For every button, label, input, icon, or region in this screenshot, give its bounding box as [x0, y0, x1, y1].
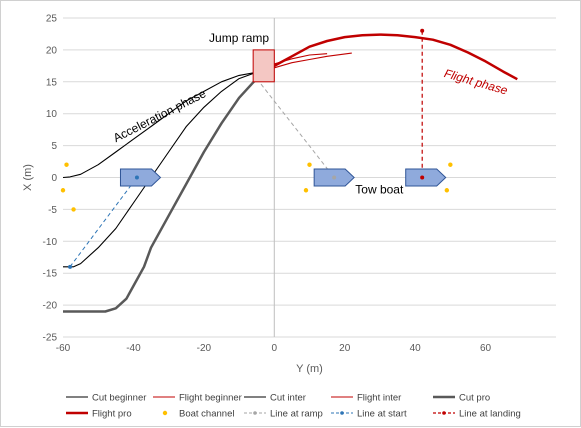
- series-cut-beginner: [62, 71, 257, 179]
- legend-item: Line at landing: [433, 409, 521, 420]
- legend-label: Boat channel: [179, 409, 234, 420]
- legend-swatch: [162, 410, 168, 416]
- x-tick-label: 60: [480, 343, 492, 354]
- series-line-at-start: [69, 177, 138, 268]
- legend-label: Flight beginner: [179, 393, 242, 404]
- legend-swatch-marker: [340, 411, 344, 415]
- x-axis-title: Y (m): [296, 363, 323, 375]
- line-endpoint-marker: [420, 175, 425, 180]
- jump-ramp: [252, 49, 275, 83]
- boat-channel-marker: [448, 162, 453, 167]
- legend-label: Line at ramp: [270, 409, 323, 420]
- series-flight-pro: [255, 33, 518, 81]
- line-endpoint-marker: [134, 175, 139, 180]
- series-cut-pro: [63, 77, 258, 313]
- y-tick-label: 15: [46, 77, 58, 88]
- boat-channel-marker: [307, 162, 312, 167]
- plot-objects: [60, 49, 453, 212]
- y-tick-label: 0: [51, 173, 57, 184]
- boat-channel-marker: [64, 162, 69, 167]
- legend-label: Line at start: [357, 409, 407, 420]
- legend-swatch-marker: [442, 411, 446, 415]
- boat-channel-marker: [444, 188, 450, 193]
- tow-boat: [405, 168, 447, 187]
- legend-item: Flight beginner: [153, 393, 242, 404]
- y-tick-label: 20: [46, 45, 58, 56]
- legend-label: Cut beginner: [92, 393, 146, 404]
- y-tick-label: 10: [46, 109, 58, 120]
- y-tick-label: -10: [43, 237, 58, 248]
- legend-label: Flight pro: [92, 409, 132, 420]
- line-endpoint-marker: [332, 175, 337, 180]
- x-tick-label: -20: [197, 343, 212, 354]
- acceleration-phase-label: Acceleration phase: [111, 86, 209, 145]
- x-tick-label: -60: [56, 343, 71, 354]
- x-tick-label: -40: [126, 343, 141, 354]
- legend-label: Flight inter: [357, 393, 401, 404]
- series-line-at-ramp: [256, 78, 335, 178]
- y-tick-label: -5: [48, 205, 57, 216]
- tow-boat-label: Tow boat: [355, 182, 404, 196]
- legend-item: Flight inter: [331, 393, 401, 404]
- legend-item: Boat channel: [162, 409, 234, 420]
- legend-item: Cut beginner: [66, 393, 146, 404]
- legend-label: Cut inter: [270, 393, 306, 404]
- legend-item: Flight pro: [66, 409, 132, 420]
- y-tick-label: -25: [43, 333, 58, 344]
- y-tick-label: -15: [43, 269, 58, 280]
- x-tick-label: 20: [339, 343, 351, 354]
- legend-item: Line at start: [331, 409, 407, 420]
- boat-channel-marker: [60, 188, 66, 193]
- legend-label: Line at landing: [459, 409, 521, 420]
- legend-item: Line at ramp: [244, 409, 323, 420]
- y-axis-title: X (m): [22, 164, 34, 191]
- legend-item: Cut inter: [244, 393, 306, 404]
- line-endpoint-marker: [68, 264, 73, 269]
- line-endpoint-marker: [420, 28, 425, 33]
- y-tick-label: 25: [46, 14, 58, 25]
- y-tick-label: -20: [43, 301, 58, 312]
- jump-ramp-label: Jump ramp: [209, 31, 269, 45]
- boat-channel-marker: [303, 188, 309, 193]
- y-tick-label: 5: [51, 141, 57, 152]
- tow-boat: [119, 168, 162, 187]
- series-flight-beginner: [274, 52, 352, 69]
- legend-item: Cut pro: [433, 393, 490, 404]
- legend: Cut beginner Flight beginner Cut inter Flig…: [66, 393, 521, 420]
- x-tick-label: 40: [410, 343, 422, 354]
- legend-swatch-marker: [253, 411, 257, 415]
- boat-channel-marker: [71, 207, 76, 212]
- legend-label: Cut pro: [459, 393, 490, 404]
- x-tick-label: 0: [272, 343, 278, 354]
- tick-labels: -25 -20 -15 -10 -5 0 5 10 15 20 25 -60 -40 -20 0 20 40 60: [43, 14, 492, 355]
